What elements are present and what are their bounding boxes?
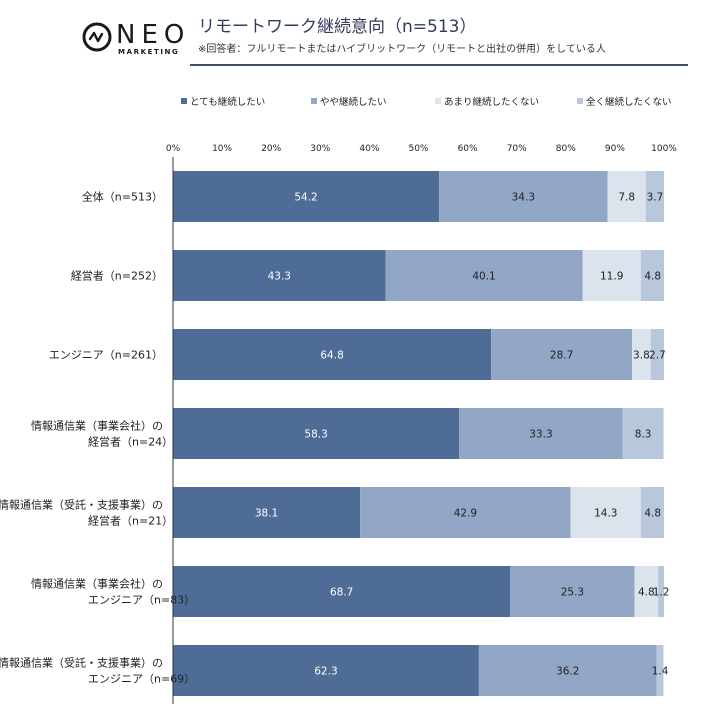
- category-label: 情報通信業（事業会社）の: [31, 577, 163, 591]
- category-label: 情報通信業（受託・支援事業）の: [0, 656, 163, 670]
- legend-swatch: [435, 98, 441, 104]
- neo-marketing-logo: NEO MARKETING: [82, 20, 184, 56]
- bar-segment: [650, 329, 664, 380]
- legend-swatch: [181, 98, 187, 104]
- x-tick-label: 70%: [507, 144, 527, 154]
- bar-segment: [634, 566, 659, 617]
- title-underline: [190, 64, 688, 66]
- bar-data-label: 42.9: [454, 508, 477, 520]
- bar-segment: [582, 250, 641, 301]
- bar-segment: [173, 408, 460, 459]
- legend-swatch: [577, 98, 583, 104]
- bar-segment: [640, 250, 664, 301]
- bar-segment: [173, 487, 361, 538]
- bar-segment: [658, 566, 664, 617]
- bar-segment: [632, 329, 651, 380]
- bar-segment: [173, 645, 479, 696]
- category-label: エンジニア（n=83）: [88, 594, 195, 607]
- bar-data-label: 1.4: [652, 666, 669, 678]
- category-label: 情報通信業（受託・支援事業）の: [0, 498, 163, 512]
- bar-data-label: 7.8: [618, 192, 635, 204]
- category-label: 全体（n=513）: [82, 190, 163, 204]
- category-label: 経営者（n=252）: [71, 269, 163, 283]
- x-tick-label: 30%: [310, 144, 330, 154]
- bar-segment: [173, 566, 511, 617]
- category-label: 経営者（n=21）: [88, 514, 173, 528]
- category-label: エンジニア（n=261）: [49, 349, 163, 362]
- bar-data-label: 14.3: [594, 508, 617, 520]
- bar-data-label: 1.2: [653, 587, 670, 599]
- bar-data-label: 4.8: [644, 271, 661, 283]
- x-tick-label: 50%: [408, 144, 428, 154]
- bar-segment: [360, 487, 571, 538]
- bar-data-label: 4.8: [638, 587, 655, 599]
- x-tick-label: 90%: [605, 144, 625, 154]
- x-tick-label: 10%: [212, 144, 232, 154]
- bar-data-label: 36.2: [556, 666, 579, 678]
- bar-segment: [478, 645, 657, 696]
- x-tick-label: 80%: [556, 144, 576, 154]
- bar-segment: [173, 171, 440, 222]
- bar-data-label: 58.3: [304, 429, 327, 441]
- bar-data-label: 28.7: [550, 350, 573, 362]
- logo-text: NEO: [116, 20, 191, 50]
- bar-segment: [645, 171, 664, 222]
- bar-segment: [656, 645, 664, 696]
- bar-data-label: 38.1: [255, 508, 278, 520]
- bar-data-label: 34.3: [512, 192, 535, 204]
- bar-segment: [510, 566, 635, 617]
- bar-segment: [640, 487, 664, 538]
- logo-wave-icon: [82, 22, 112, 52]
- bar-segment: [439, 171, 608, 222]
- bar-data-label: 68.7: [330, 587, 353, 599]
- bar-data-label: 25.3: [561, 587, 584, 599]
- x-tick-label: 60%: [458, 144, 478, 154]
- legend-swatch: [311, 98, 317, 104]
- logo-subtext: MARKETING: [118, 48, 180, 56]
- legend-label: 全く継続したくない: [586, 96, 672, 108]
- chart-title: リモートワーク継続意向（n=513）: [198, 17, 477, 37]
- bar-data-label: 8.3: [635, 429, 652, 441]
- legend-label: やや継続したい: [320, 96, 387, 108]
- x-tick-label: 40%: [359, 144, 379, 154]
- bar-data-label: 3.7: [647, 192, 664, 204]
- bar-data-label: 62.3: [314, 666, 337, 678]
- bar-data-label: 64.8: [320, 350, 343, 362]
- legend-label: あまり継続したくない: [444, 96, 539, 108]
- bar-data-label: 3.8: [633, 350, 650, 362]
- bar-data-label: 40.1: [472, 271, 495, 283]
- x-tick-label: 0%: [166, 144, 181, 154]
- bar-data-label: 54.2: [294, 192, 317, 204]
- bar-data-label: 11.9: [600, 271, 623, 283]
- bar-data-label: 33.3: [529, 429, 552, 441]
- bar-data-label: 4.8: [644, 508, 661, 520]
- bar-segment: [385, 250, 583, 301]
- bar-segment: [607, 171, 646, 222]
- x-tick-label: 100%: [651, 144, 677, 154]
- bar-segment: [173, 250, 386, 301]
- category-label: 情報通信業（事業会社）の: [31, 419, 163, 433]
- bar-segment: [491, 329, 633, 380]
- bar-segment: [459, 408, 623, 459]
- bar-data-label: 2.7: [649, 350, 666, 362]
- bar-segment: [622, 408, 664, 459]
- legend-label: とても継続したい: [190, 96, 265, 108]
- category-label: エンジニア（n=69）: [88, 673, 195, 686]
- chart-subtitle: ※回答者：フルリモートまたはハイブリットワーク（リモートと出社の併用）をしている…: [198, 44, 606, 55]
- x-tick-label: 20%: [261, 144, 281, 154]
- bar-data-label: 43.3: [268, 271, 291, 283]
- bar-segment: [570, 487, 641, 538]
- category-label: 経営者（n=24）: [88, 435, 173, 449]
- bar-segment: [173, 329, 492, 380]
